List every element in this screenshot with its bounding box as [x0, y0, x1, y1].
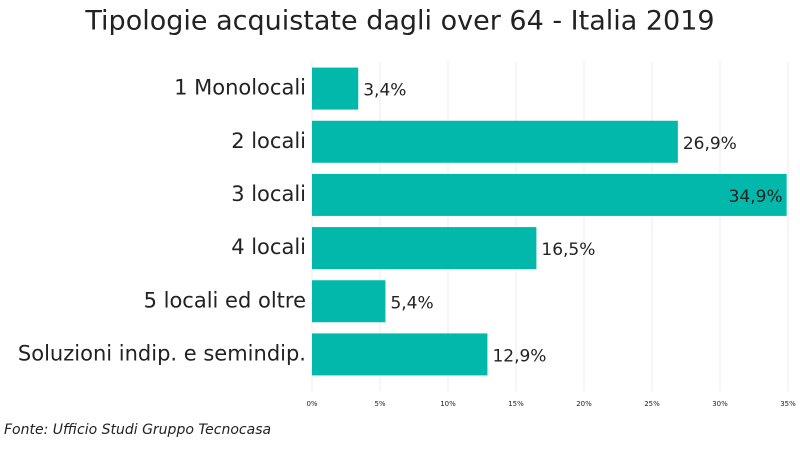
y-tick-label: 5 locali ed oltre: [144, 288, 306, 312]
y-tick-label: 2 locali: [231, 129, 306, 153]
x-tick-label: 15%: [508, 400, 524, 408]
bar: [312, 173, 787, 216]
data-label: 12,9%: [492, 346, 546, 366]
data-label: 3,4%: [363, 81, 406, 101]
y-tick-label: Soluzioni indip. e semindip.: [18, 341, 306, 365]
x-tick-label: 25%: [644, 400, 660, 408]
x-tick-label: 10%: [440, 400, 456, 408]
data-label: 34,9%: [729, 187, 783, 207]
bar: [312, 227, 537, 270]
y-tick-label: 3 locali: [231, 182, 306, 206]
x-tick-label: 5%: [374, 400, 385, 408]
bar: [312, 120, 678, 163]
chart-title: Tipologie acquistate dagli over 64 - Ita…: [84, 6, 714, 37]
bar: [312, 333, 488, 376]
data-label: 5,4%: [390, 293, 433, 313]
source-note: Fonte: Ufficio Studi Gruppo Tecnocasa: [4, 422, 271, 438]
x-tick-label: 0%: [306, 400, 317, 408]
y-tick-label: 4 locali: [231, 235, 306, 259]
data-label: 26,9%: [683, 134, 737, 154]
x-tick-label: 30%: [712, 400, 728, 408]
y-tick-label: 1 Monolocali: [174, 76, 306, 100]
bar: [312, 280, 386, 323]
data-label: 16,5%: [541, 240, 595, 260]
x-tick-label: 20%: [576, 400, 592, 408]
x-tick-label: 35%: [780, 400, 796, 408]
bar: [312, 67, 359, 110]
